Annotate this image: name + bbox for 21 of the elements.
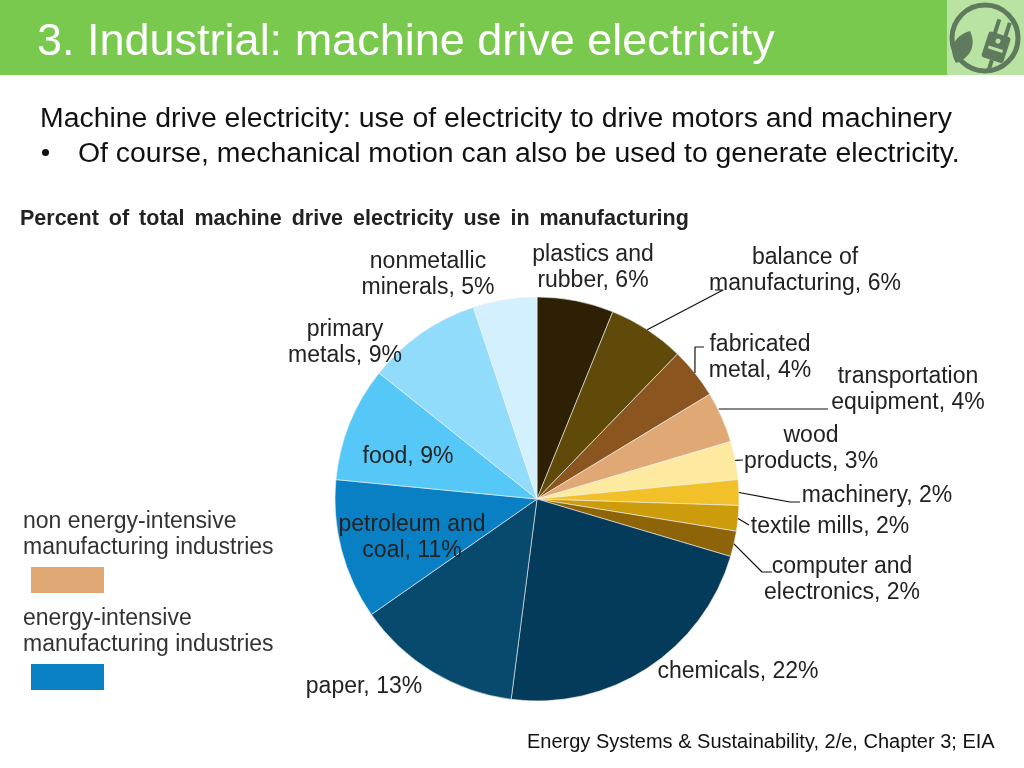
text: Machine drive electricity: use of electricity to drive motors and machinery — [40, 100, 953, 134]
chart-subtitle: Percent of total machine drive electricity use in manufacturing — [20, 205, 689, 231]
slice-label: transportation equipment, 4% — [830, 362, 986, 414]
slice-label: nonmetallic minerals, 5% — [360, 247, 496, 299]
text: non energy-intensive manufacturing industries — [23, 507, 275, 559]
slice-label: paper, 13% — [305, 672, 423, 698]
text: energy-intensive manufacturing industries — [23, 604, 275, 656]
slice-label: chemicals, 22% — [657, 657, 819, 683]
slice-label: food, 9% — [362, 442, 454, 468]
slice-label: textile mills, 2% — [750, 512, 910, 538]
slice-label: plastics and rubber, 6% — [531, 240, 655, 292]
text: Energy Systems & Sustainability, 2/e, Chapter 3; EIA — [527, 729, 995, 753]
slice-label: computer and electronics, 2% — [763, 552, 921, 604]
slice-label: wood products, 3% — [742, 421, 880, 473]
slice-label: petroleum and coal, 11% — [337, 510, 487, 562]
slice-label: balance of manufacturing, 6% — [708, 243, 902, 295]
slice-label: fabricated metal, 4% — [707, 330, 813, 382]
text: Of course, mechanical motion can also be used to generate electricity. — [78, 135, 960, 169]
chart-title: 3. Industrial: machine drive electricity — [37, 14, 775, 66]
slice-label: machinery, 2% — [801, 481, 953, 507]
slice-label: primary metals, 9% — [287, 315, 403, 367]
